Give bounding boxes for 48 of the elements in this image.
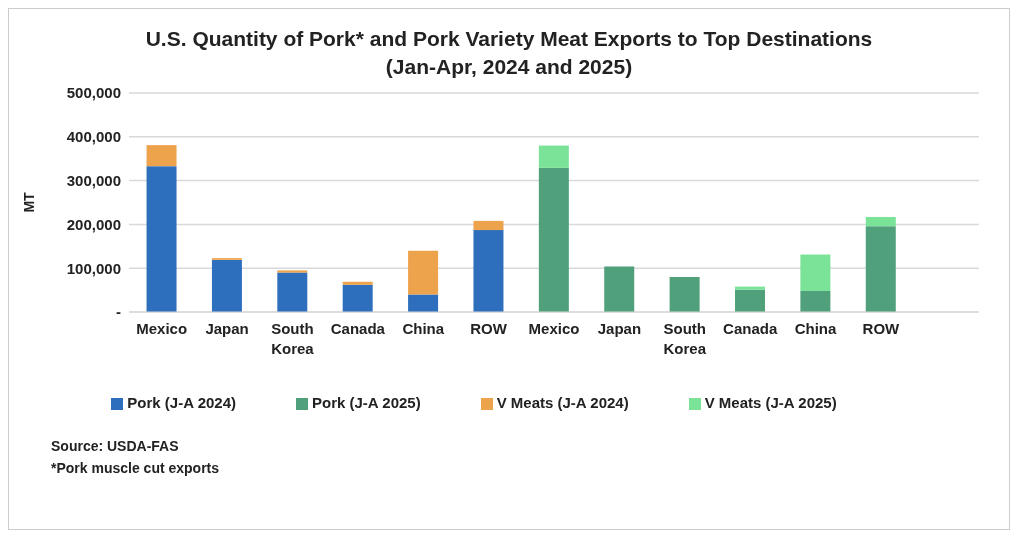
x-tick-label: ROW	[862, 320, 901, 337]
bar	[473, 220, 504, 231]
bar	[408, 250, 439, 295]
bar	[538, 167, 569, 312]
y-tick-label: 400,000	[66, 128, 121, 146]
bar	[669, 276, 700, 312]
x-tick-label: South Korea	[271, 320, 315, 357]
x-tick-label: China	[402, 320, 445, 337]
bar	[604, 266, 635, 312]
bar	[735, 286, 765, 290]
x-tick-label: Japan	[205, 320, 249, 337]
x-tick-label: Mexico	[136, 320, 188, 337]
y-tick-label: 500,000	[66, 84, 121, 102]
bar	[342, 284, 373, 312]
bar	[408, 294, 439, 312]
bar	[277, 270, 308, 273]
chart-title: U.S. Quantity of Pork* and Pork Variety Meat Exports to Top Destinations	[144, 26, 874, 52]
legend-label: V Meats (J-A 2024)	[496, 394, 629, 411]
bar	[865, 216, 896, 227]
x-tick-label: Japan	[597, 320, 642, 337]
source-note: Source: USDA-FAS	[51, 437, 180, 456]
bar	[211, 259, 242, 312]
bar	[800, 290, 831, 312]
chart-subtitle: (Jan-Apr, 2024 and 2025)	[384, 54, 634, 80]
text: *Pork muscle cut exports	[51, 459, 221, 478]
legend-label: Pork (J-A 2025)	[312, 394, 421, 411]
y-axis-title: MT	[20, 191, 37, 213]
x-tick-label: Canada	[330, 320, 386, 337]
bar	[146, 145, 177, 167]
y-tick-label: -	[116, 303, 121, 321]
bar	[342, 281, 373, 285]
bar	[473, 230, 504, 312]
legend-label: Pork (J-A 2024)	[127, 394, 236, 411]
x-tick-label: South Korea	[663, 320, 707, 357]
bar	[735, 289, 765, 312]
bar	[538, 145, 569, 168]
x-tick-label: Mexico	[528, 320, 580, 337]
x-tick-label: Canada	[723, 320, 778, 337]
bar	[800, 254, 831, 291]
y-tick-label: 200,000	[66, 215, 121, 233]
bar	[146, 166, 177, 312]
legend-label: V Meats (J-A 2025)	[704, 394, 837, 411]
x-tick-label: China	[794, 320, 838, 337]
bar	[277, 272, 308, 312]
y-tick-label: 100,000	[66, 259, 121, 277]
bar	[865, 226, 896, 312]
y-tick-label: 300,000	[66, 171, 121, 189]
x-tick-label: ROW	[470, 320, 508, 337]
